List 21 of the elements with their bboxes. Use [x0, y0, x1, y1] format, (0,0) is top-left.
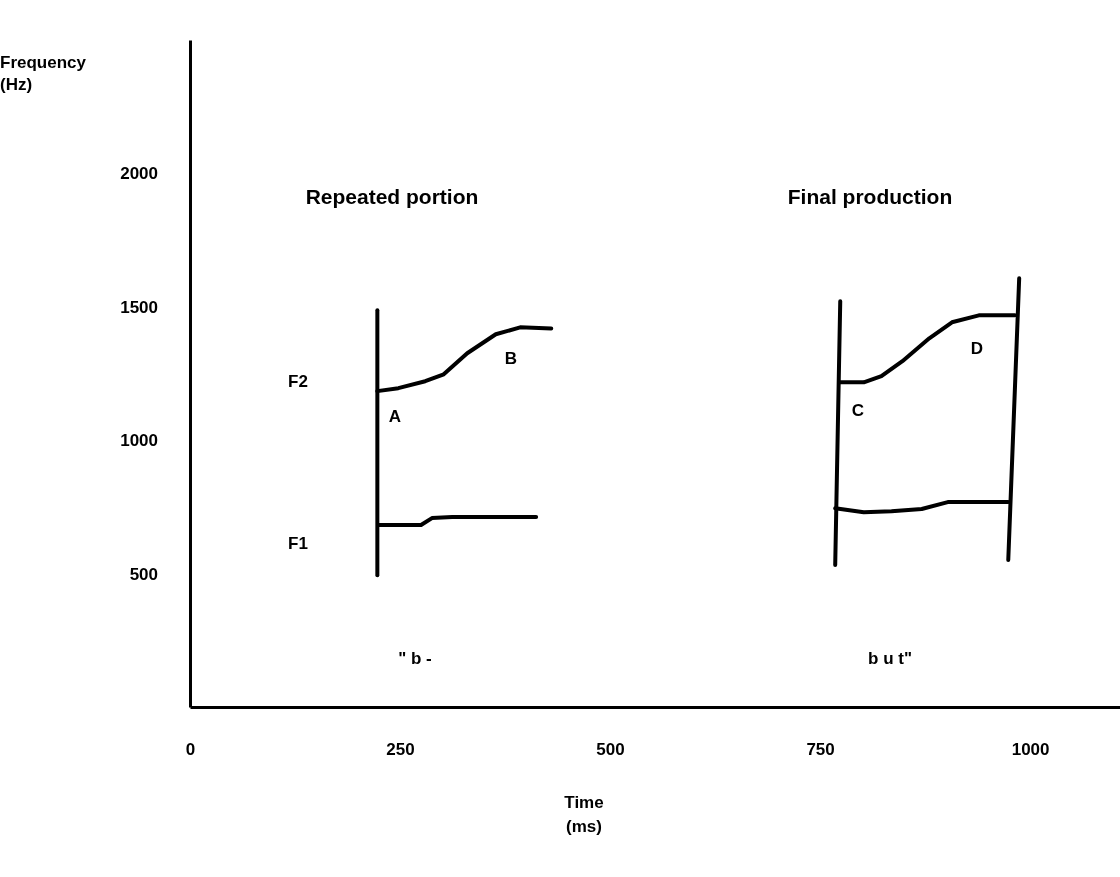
y-axis-title: Frequency (Hz) [0, 53, 87, 94]
x-tick-label: 0 [185, 740, 196, 760]
x-axis-title: Time (ms) [564, 793, 604, 836]
y-tick-label: 1500 [120, 297, 158, 317]
annotation: D [970, 339, 984, 359]
annotation: b u t" [868, 649, 912, 669]
x-tick-label: 750 [806, 740, 835, 760]
annotation: A [388, 407, 402, 427]
y-tick-label: 1000 [120, 431, 158, 451]
annotation: F1 [288, 534, 308, 554]
annotation: B [504, 349, 518, 369]
annotation: C [851, 401, 865, 421]
annotation: Final production [787, 184, 953, 208]
annotation: " b - [398, 649, 432, 669]
x-tick-label: 500 [596, 740, 625, 760]
annotation: F2 [288, 372, 308, 392]
y-tick-label: 2000 [120, 164, 158, 184]
y-tick-label: 500 [129, 564, 158, 584]
x-tick-label: 250 [386, 740, 415, 760]
x-tick-label: 1000 [1011, 740, 1050, 760]
annotation: Repeated portion [305, 184, 479, 208]
